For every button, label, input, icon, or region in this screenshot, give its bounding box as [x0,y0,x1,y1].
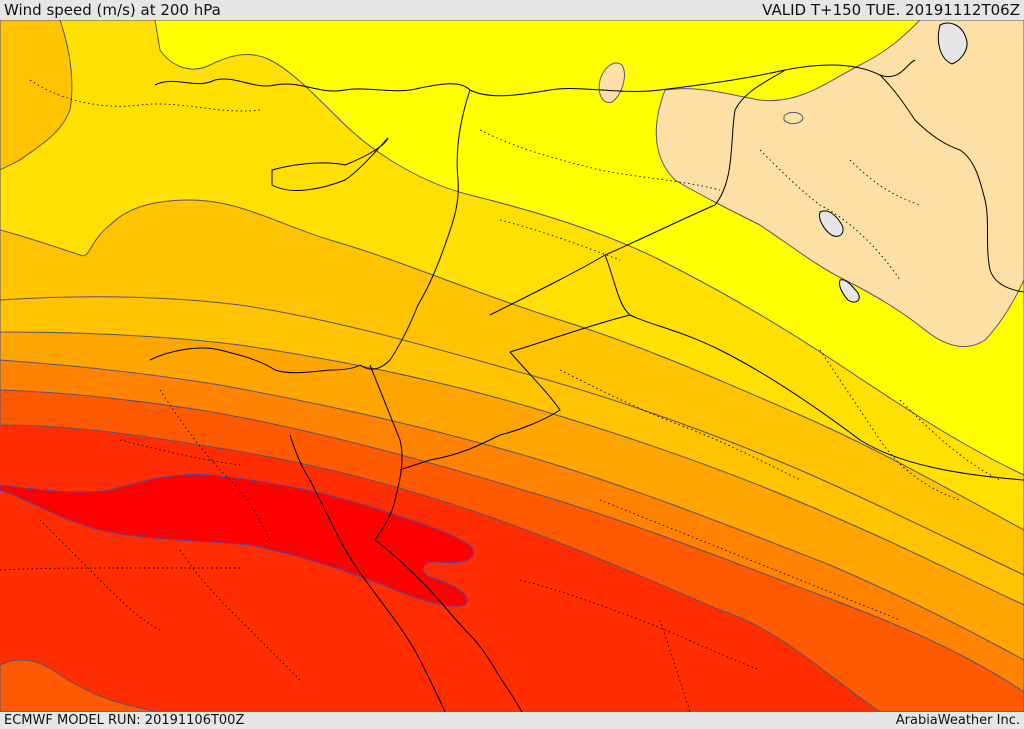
levant-coast [359,89,471,370]
sinai-egypt-border [369,364,403,541]
chart-footer: ECMWF MODEL RUN: 20191106T00Z ArabiaWeat… [0,712,1024,729]
caspian-sea [937,22,968,65]
wind-speed-map [0,20,1024,712]
band-9-core [0,473,474,607]
chart-header: Wind speed (m/s) at 200 hPa VALID T+150 … [0,0,1024,20]
country-borders [149,59,1024,712]
water-bodies [819,22,968,303]
egypt-coast [149,347,361,374]
iran-border [879,74,1024,293]
saudi-jordan-west [399,351,561,471]
map-canvas [0,20,1024,712]
band-4-nw [0,20,73,171]
persian-gulf-inlet [839,279,860,303]
iraq-border-east [714,69,786,206]
lake-urmia [819,210,844,237]
credit: ArabiaWeather Inc. [895,713,1020,728]
band-1 [655,20,1024,348]
band-1-north [598,62,625,104]
red-sea-east-coast [374,539,523,712]
saudi-north-border [509,314,631,353]
jordan-border [604,254,1024,481]
valid-time: VALID T+150 TUE. 20191112T06Z [762,1,1020,19]
turkey-south-coast [154,78,471,92]
red-sea-west-coast [289,434,446,712]
band-8-lower-left [0,659,161,712]
model-run: ECMWF MODEL RUN: 20191106T00Z [4,713,245,728]
province-boundaries [0,79,1001,712]
band-1-small [783,111,804,125]
turkey-syria-border [469,59,916,97]
map-title: Wind speed (m/s) at 200 hPa [4,1,221,19]
cyprus [271,137,389,191]
